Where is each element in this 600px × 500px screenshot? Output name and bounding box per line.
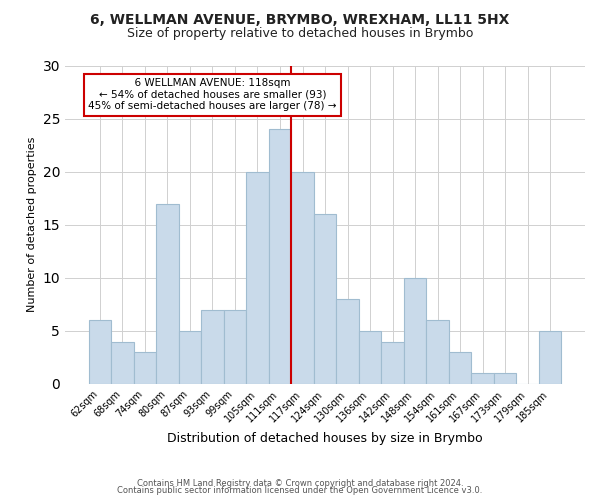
Text: 6 WELLMAN AVENUE: 118sqm  
← 54% of detached houses are smaller (93)
45% of semi: 6 WELLMAN AVENUE: 118sqm ← 54% of detach…	[88, 78, 337, 112]
Text: Contains public sector information licensed under the Open Government Licence v3: Contains public sector information licen…	[118, 486, 482, 495]
Bar	[269, 129, 291, 384]
X-axis label: Distribution of detached houses by size in Brymbo: Distribution of detached houses by size …	[167, 432, 483, 445]
Bar	[359, 331, 381, 384]
Bar	[494, 374, 517, 384]
Bar	[111, 342, 134, 384]
Bar	[539, 331, 562, 384]
Bar	[134, 352, 156, 384]
Bar	[336, 299, 359, 384]
Text: Size of property relative to detached houses in Brymbo: Size of property relative to detached ho…	[127, 28, 473, 40]
Bar	[381, 342, 404, 384]
Bar	[472, 374, 494, 384]
Y-axis label: Number of detached properties: Number of detached properties	[27, 137, 37, 312]
Bar	[404, 278, 427, 384]
Bar	[179, 331, 201, 384]
Bar	[246, 172, 269, 384]
Text: Contains HM Land Registry data © Crown copyright and database right 2024.: Contains HM Land Registry data © Crown c…	[137, 478, 463, 488]
Text: 6, WELLMAN AVENUE, BRYMBO, WREXHAM, LL11 5HX: 6, WELLMAN AVENUE, BRYMBO, WREXHAM, LL11…	[91, 12, 509, 26]
Bar	[427, 320, 449, 384]
Bar	[314, 214, 336, 384]
Bar	[156, 204, 179, 384]
Bar	[89, 320, 111, 384]
Bar	[224, 310, 246, 384]
Bar	[291, 172, 314, 384]
Bar	[201, 310, 224, 384]
Bar	[449, 352, 472, 384]
